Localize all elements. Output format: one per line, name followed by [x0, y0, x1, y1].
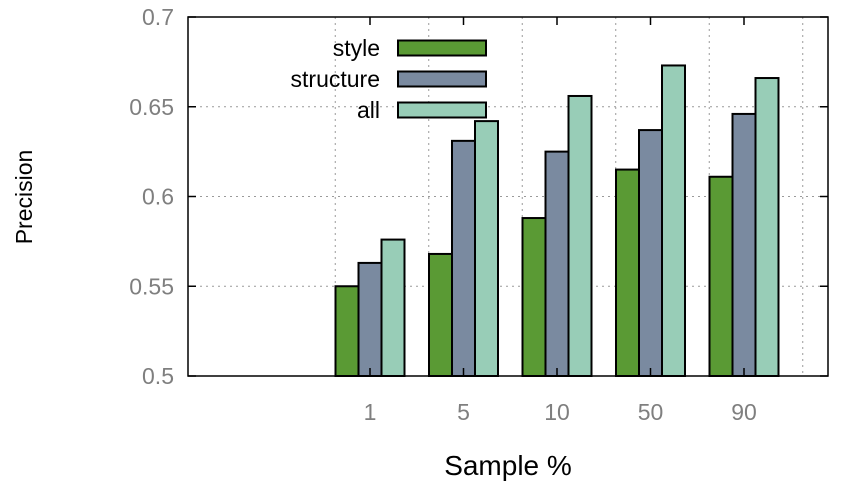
y-tick-label: 0.6: [142, 184, 174, 210]
x-tick-label: 50: [638, 399, 664, 425]
y-tick-labels: 0.5 0.55 0.6 0.65 0.7: [129, 4, 174, 389]
bar-style-50: [615, 168, 640, 377]
x-tick-label: 5: [457, 399, 470, 425]
bar-all-1: [380, 238, 406, 377]
x-tick-label: 10: [544, 399, 570, 425]
y-tick-label: 0.65: [129, 94, 174, 120]
x-tick-label: 90: [731, 399, 757, 425]
legend-label-style: style: [333, 35, 380, 61]
bar-all-50: [661, 64, 686, 377]
x-axis-title: Sample %: [444, 450, 572, 481]
y-tick-label: 0.5: [142, 363, 174, 389]
bar-structure-10: [544, 150, 570, 377]
y-tick-label: 0.7: [142, 4, 174, 30]
bar-style-90: [708, 175, 734, 377]
bar-structure-5: [451, 139, 476, 377]
x-tick-label: 1: [364, 399, 377, 425]
legend-swatch-style: [397, 39, 487, 57]
legend: style structure all: [291, 35, 487, 123]
x-tick-labels: 1 5 10 50 90: [364, 17, 757, 425]
legend-label-structure: structure: [291, 66, 380, 92]
y-tick-label: 0.55: [129, 273, 174, 299]
bar-structure-50: [638, 129, 663, 377]
y-axis-title: Precision: [11, 150, 37, 245]
bar-all-5: [474, 120, 499, 377]
legend-label-all: all: [357, 97, 380, 123]
bar-style-10: [521, 217, 547, 377]
bar-structure-1: [357, 261, 383, 378]
bar-all-90: [754, 77, 780, 377]
bar-style-1: [334, 285, 360, 377]
legend-swatch-structure: [397, 70, 487, 88]
plot-frame: [187, 16, 829, 377]
legend-swatch-all: [397, 101, 487, 119]
bar-all-10: [567, 94, 593, 377]
bar-structure-90: [731, 112, 757, 378]
bar-style-5: [428, 252, 453, 377]
